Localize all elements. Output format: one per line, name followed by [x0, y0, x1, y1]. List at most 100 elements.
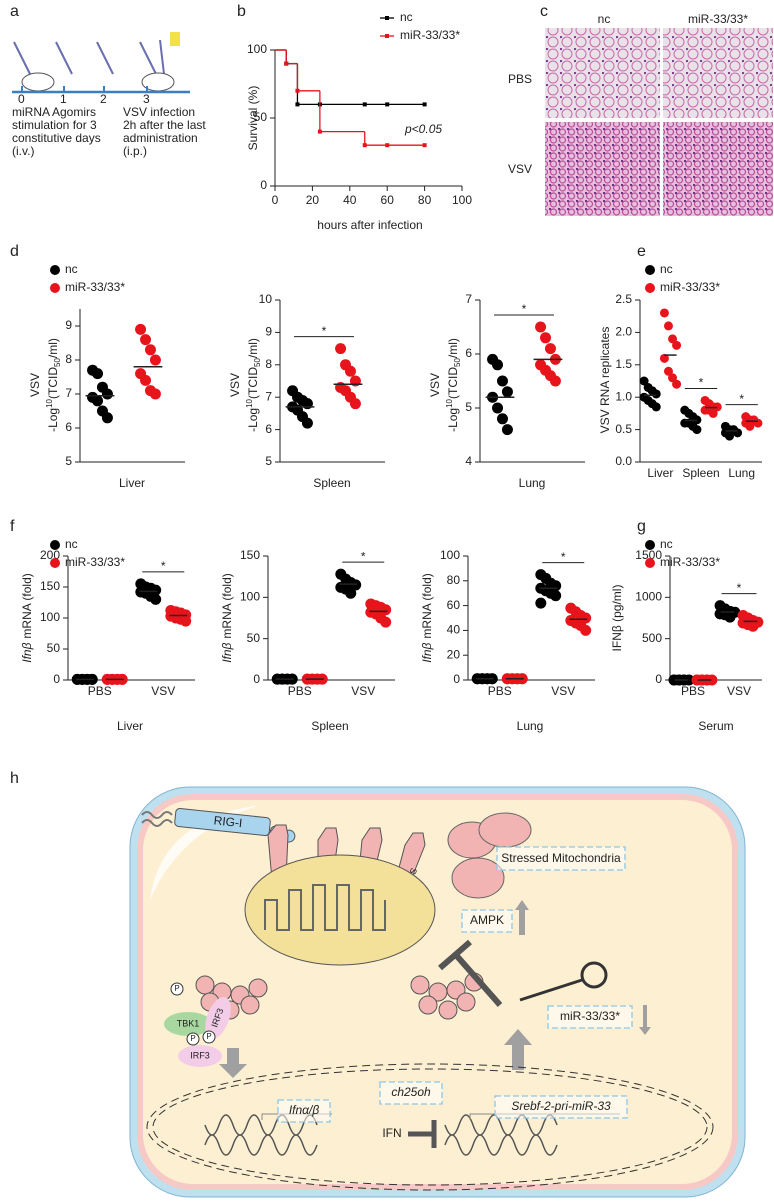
- data-point: [659, 353, 669, 363]
- data-point: [349, 398, 361, 410]
- legend-marker: [50, 558, 60, 568]
- y-tick-label: 7: [465, 292, 472, 306]
- data-point: [724, 431, 734, 441]
- legend-marker: [50, 540, 60, 550]
- y-tick-label: 100: [440, 548, 460, 562]
- panel-c: c nc miR-33/33* PBS VSV: [508, 3, 773, 216]
- significance-label: *: [522, 302, 527, 316]
- mouse: [21, 72, 55, 92]
- data-point: [724, 611, 736, 623]
- y-tick-label: 50: [47, 641, 61, 655]
- data-point: [496, 375, 508, 387]
- x-tick-label: PBS: [288, 684, 312, 698]
- down-arrow: [639, 1005, 651, 1035]
- y-tick-label: 8: [65, 352, 72, 366]
- protocol-text: miRNA Agomirs: [12, 105, 96, 119]
- label-box: [547, 1005, 633, 1029]
- y-axis-label-part: 50: [253, 358, 262, 367]
- data-point: [492, 402, 504, 414]
- y-axis-label: IFNβ (pg/ml): [610, 585, 624, 652]
- data-point: [550, 590, 562, 602]
- data-point: [659, 308, 669, 318]
- data-point: [335, 343, 347, 355]
- y-tick-label: 5: [465, 400, 472, 414]
- y-axis-label-part: 50: [453, 358, 462, 367]
- phospho: [202, 1030, 216, 1044]
- dna: [204, 1114, 318, 1156]
- y-tick-label: 7: [265, 389, 272, 403]
- censor-marker: [422, 143, 427, 148]
- data-point: [380, 616, 392, 628]
- legend-label: nc: [400, 10, 413, 24]
- y-tick-label: 80: [447, 573, 461, 587]
- data-point: [140, 374, 152, 386]
- panel-label: b: [237, 3, 246, 20]
- censor-marker: [295, 102, 300, 107]
- y-axis-label-part: (TCID: [446, 367, 460, 399]
- legend-marker: [385, 16, 389, 20]
- x-tick-label: Spleen: [682, 466, 719, 480]
- legend-label: miR-33/33*: [65, 555, 125, 569]
- legend-marker: [645, 283, 655, 293]
- y-tick-label: 6: [265, 422, 272, 436]
- data-point: [708, 408, 718, 418]
- y-tick-label: 0.0: [615, 454, 632, 468]
- y-tick-label: 5: [65, 454, 72, 468]
- data-point: [544, 343, 556, 355]
- y-tick-label: 100: [240, 590, 260, 604]
- censor-marker: [362, 143, 367, 148]
- data-point: [149, 388, 161, 400]
- data-point: [496, 413, 508, 425]
- data-point: [150, 593, 162, 605]
- y-tick-label: 100: [40, 610, 60, 624]
- y-axis-label-part: 10: [245, 398, 254, 407]
- significance-label: *: [361, 549, 366, 563]
- x-axis-label: Liver: [117, 719, 143, 733]
- x-axis-label: Spleen: [313, 476, 350, 490]
- data-point: [672, 379, 682, 389]
- y-tick-label: 7: [65, 386, 72, 400]
- significance-label: *: [561, 550, 566, 564]
- y-axis-label-gene: Ifnβ: [20, 642, 34, 662]
- y-tick-label: 0: [260, 178, 267, 192]
- data-point: [140, 334, 152, 346]
- nucleus: [152, 1068, 708, 1186]
- y-axis-label: Survival (%): [246, 86, 260, 151]
- mirna-loop: [580, 961, 608, 989]
- panel-label: g: [637, 518, 646, 535]
- x-tick-label: PBS: [488, 684, 512, 698]
- data-point: [672, 340, 682, 350]
- protocol-text: (i.p.): [123, 144, 147, 158]
- y-axis-label-part: 10: [445, 398, 454, 407]
- y-tick-label: 0: [253, 672, 260, 686]
- y-tick-label: 20: [447, 647, 461, 661]
- stressed-label: Stressed Mitochondria: [501, 851, 621, 865]
- protocol-text: stimulation for 3: [12, 118, 97, 132]
- y-axis-label-part: 50: [53, 358, 62, 367]
- data-point: [663, 366, 673, 376]
- y-tick-label: 60: [447, 598, 461, 612]
- data-point: [149, 354, 161, 366]
- data-point: [135, 323, 147, 335]
- cristae: [264, 884, 386, 931]
- day-label: 2: [100, 92, 107, 106]
- panel-label: d: [10, 243, 19, 260]
- syringes: [13, 39, 165, 75]
- censor-marker: [317, 129, 322, 134]
- x-tick-label: 60: [381, 193, 395, 207]
- data-point: [651, 389, 661, 399]
- legend-marker: [645, 265, 655, 275]
- y-tick-label: 1.0: [615, 389, 632, 403]
- censor-marker: [385, 102, 390, 107]
- data-point: [345, 587, 357, 599]
- inhibition: [453, 953, 503, 1007]
- y-tick-label: 1500: [635, 548, 662, 562]
- data-point: [753, 418, 763, 428]
- y-tick-label: 500: [642, 631, 662, 645]
- x-axis-label: Liver: [119, 476, 145, 490]
- data-point: [101, 412, 113, 424]
- ifn-gene-label: Ifnα/β: [289, 1103, 320, 1117]
- panel-label: h: [10, 770, 19, 787]
